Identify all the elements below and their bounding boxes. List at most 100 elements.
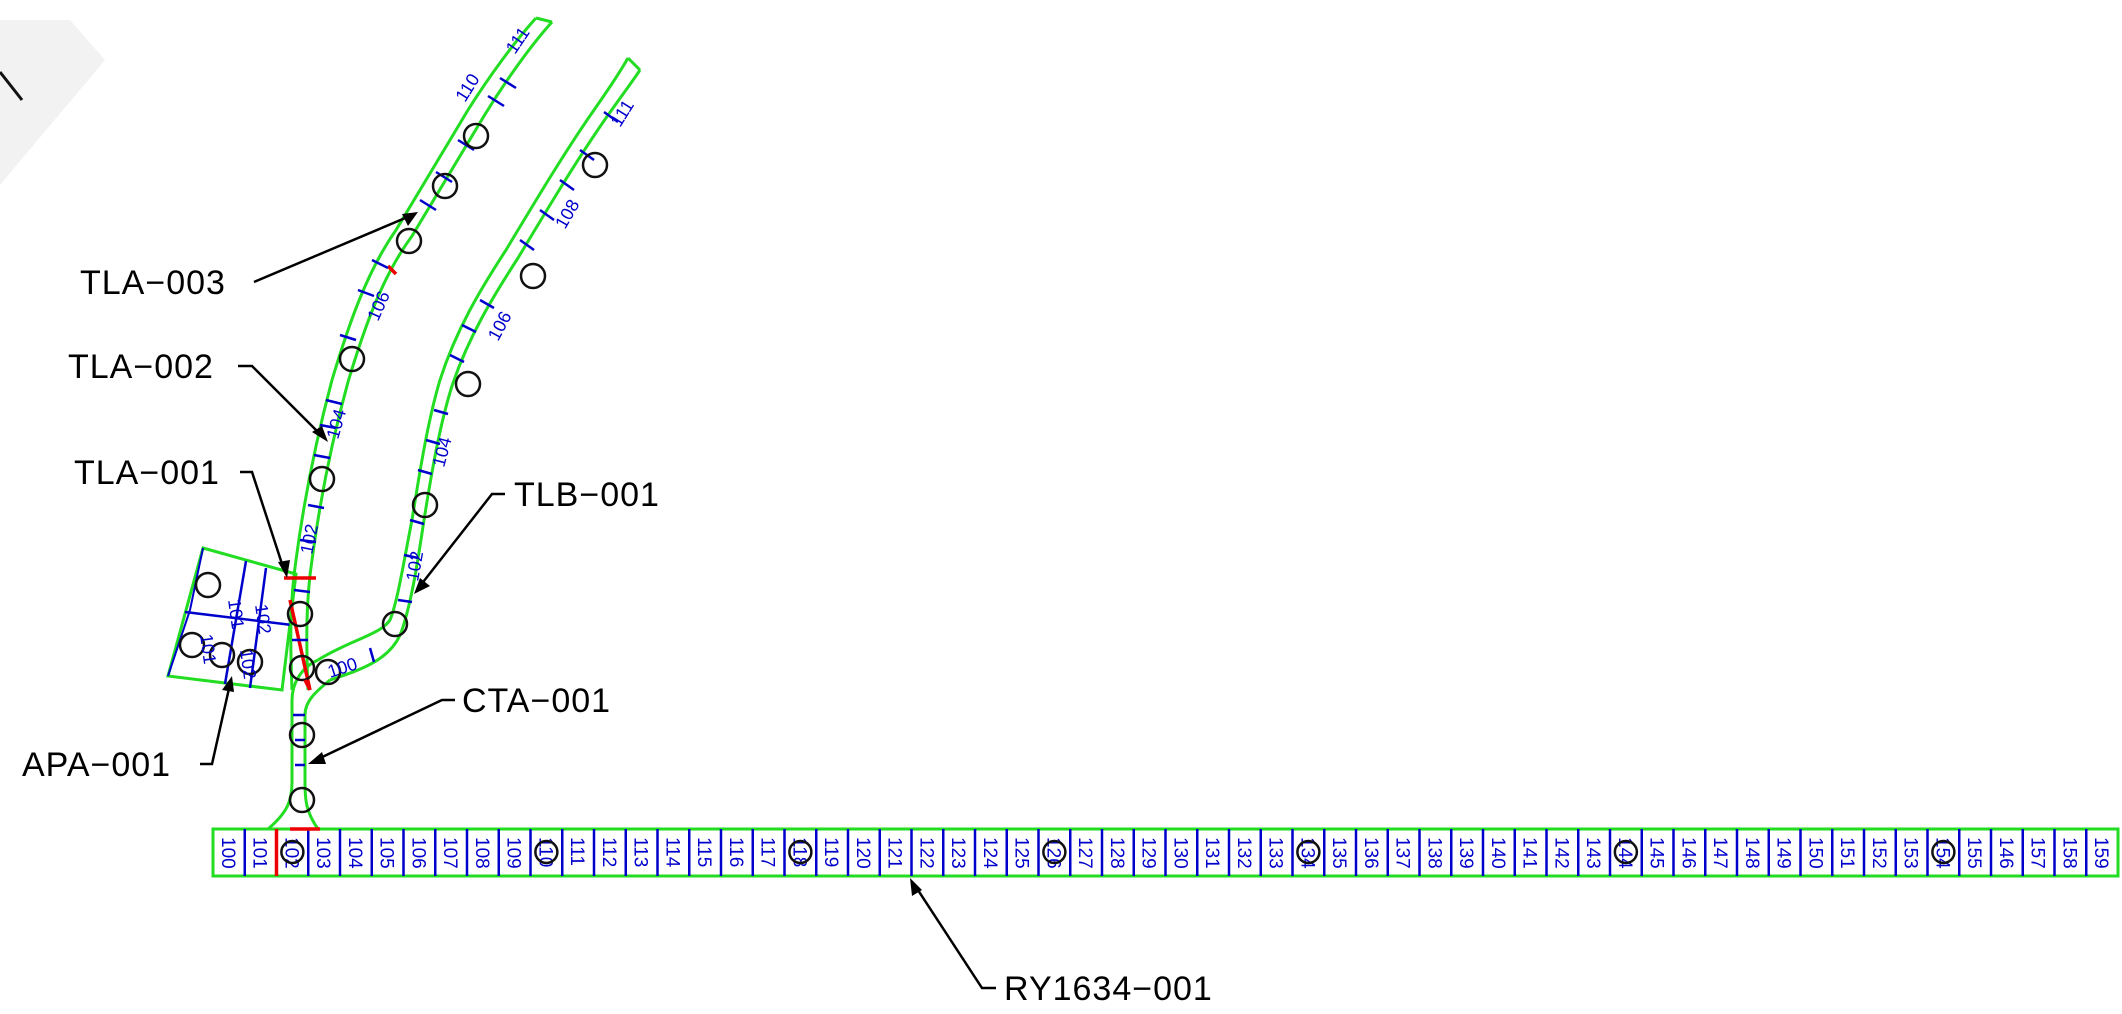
sample-circle — [288, 721, 316, 749]
panel-joint — [403, 553, 419, 560]
panel-joint — [435, 170, 453, 184]
sample-circle — [581, 151, 609, 179]
panel-joint — [397, 598, 413, 604]
runway-panel-label: 116 — [725, 837, 746, 867]
callout-label: TLA−001 — [74, 454, 220, 492]
callout-tla001: TLA−001 — [74, 454, 290, 578]
sample-circle — [788, 839, 813, 865]
callout-label: RY1634−001 — [1004, 970, 1213, 1008]
taxiway-b-panel-label: 111 — [606, 96, 637, 130]
runway-panel-label: 150 — [1804, 837, 1825, 869]
panel-joint — [603, 110, 619, 124]
runway-panel-label: 112 — [598, 837, 619, 867]
runway-panel-label: 131 — [1201, 837, 1222, 869]
runway-panel-label: 128 — [1106, 837, 1127, 869]
runway-panel-label: 106 — [407, 837, 428, 869]
runway-panel-label: 123 — [947, 837, 968, 869]
runway-panel-label: 125 — [1011, 837, 1032, 869]
panel-joint — [307, 503, 325, 510]
sample-circle — [381, 610, 409, 638]
runway-panel-label: 108 — [471, 837, 492, 869]
runway-panel-label: 143 — [1582, 837, 1603, 869]
sample-circle — [288, 654, 316, 682]
panel-joint — [519, 238, 535, 252]
apron-panel-label: 102 — [251, 603, 275, 636]
callout-label: APA−001 — [22, 746, 171, 784]
callout-tlb001: TLB−001 — [414, 476, 660, 594]
runway-panel-label: 124 — [979, 837, 1000, 869]
runway-panel-label: 137 — [1392, 837, 1413, 869]
sample-circle — [462, 122, 490, 150]
sample-circle — [286, 600, 314, 628]
panel-joint — [499, 76, 517, 90]
connector-taxiway — [267, 658, 331, 831]
taxiway-b-panel-label: 104 — [429, 435, 456, 469]
sample-circle — [411, 491, 439, 519]
runway-panel-label: 122 — [915, 837, 936, 869]
panel-joint — [449, 353, 465, 364]
runway-panel-label: 105 — [376, 837, 397, 869]
sample-circle — [519, 262, 547, 290]
sample-circle — [236, 648, 264, 676]
sample-circle — [431, 172, 459, 200]
callout-apa001: APA−001 — [22, 676, 234, 784]
panel-joint — [559, 178, 575, 192]
sample-circle — [314, 658, 342, 686]
callout-label: TLA−003 — [80, 264, 226, 302]
panel-joint — [313, 453, 331, 460]
sample-circle — [178, 631, 206, 659]
runway-panel-label: 153 — [1900, 837, 1921, 869]
sample-circle — [1042, 839, 1067, 865]
taxiway-a-panel-label: 110 — [451, 70, 483, 105]
runway-panel-label: 114 — [661, 837, 682, 868]
apron-panel-label: 102 — [236, 648, 260, 681]
callout-cta001: CTA−001 — [308, 682, 611, 764]
sample-circle — [338, 345, 366, 373]
sample-circle — [1613, 839, 1639, 865]
panel-joint — [293, 588, 311, 594]
runway-panel-label: 151 — [1836, 837, 1857, 869]
callout-ry1634: RY1634−001 — [910, 878, 1213, 1008]
sample-circle — [1296, 839, 1321, 865]
sample-circle — [288, 786, 316, 814]
runway-panel-label: 103 — [312, 837, 333, 869]
callout-label: TLB−001 — [514, 476, 660, 514]
apron-apa001: 101 102 101 102 — [166, 546, 298, 692]
callout-label: TLA−002 — [68, 348, 214, 386]
callout-label: CTA−001 — [462, 682, 611, 720]
callout-tla002: TLA−002 — [68, 348, 328, 442]
runway-panel-label: 121 — [884, 837, 905, 869]
sample-circle — [1931, 839, 1956, 865]
runway-panel-label: 136 — [1360, 837, 1381, 869]
runway-panel-label: 109 — [503, 837, 524, 869]
runway-panel-label: 117 — [757, 837, 778, 867]
panel-joint — [539, 208, 555, 222]
runway-panel-label: 132 — [1233, 837, 1254, 869]
runway-panel-label: 104 — [344, 837, 365, 869]
panel-joint — [433, 408, 449, 416]
panel-joint — [461, 323, 477, 334]
runway-panel-label: 141 — [1519, 837, 1540, 869]
taxiway-b-panel-label: 102 — [402, 550, 427, 583]
taxiway-a-panel-label: 104 — [323, 407, 351, 441]
runway-panel-label: 139 — [1455, 837, 1476, 869]
runway-panel-label: 159 — [2090, 837, 2111, 869]
runway-panel-label: 152 — [1868, 837, 1889, 869]
runway-panel-label: 135 — [1328, 837, 1349, 869]
runway-panel-label: 107 — [439, 837, 460, 869]
taxiway-b-panel-label: 106 — [484, 308, 516, 344]
runway-panel-label: 147 — [1709, 837, 1730, 869]
sample-circle — [208, 641, 236, 669]
panel-joint — [319, 423, 337, 430]
runway-panel-label: 129 — [1138, 837, 1159, 869]
callout-tla003: TLA−003 — [80, 212, 418, 302]
panel-joint — [357, 288, 375, 298]
runway-panel-label: 155 — [1963, 837, 1984, 869]
runway-panel-label: 146 — [1995, 837, 2016, 869]
runway-panel-label: 130 — [1169, 837, 1190, 869]
runway-panel-label: 115 — [693, 837, 714, 867]
sample-circle — [534, 839, 559, 865]
panel-joint — [325, 398, 343, 406]
runway-panel-label: 138 — [1423, 837, 1444, 869]
